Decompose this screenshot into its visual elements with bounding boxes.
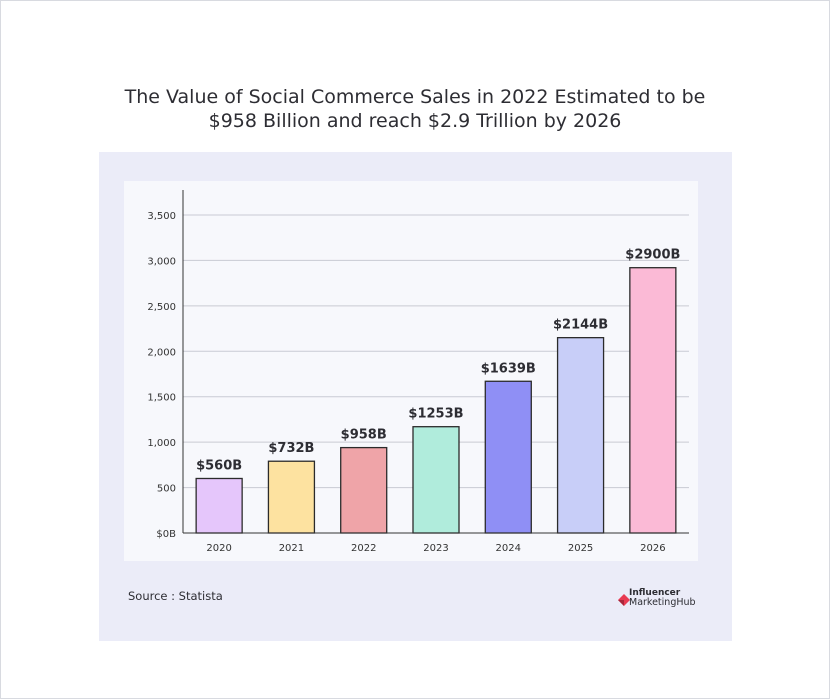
logo-text-line-2: MarketingHub <box>629 597 696 608</box>
bar <box>629 267 677 534</box>
bar <box>412 426 460 534</box>
data-label: $1253B <box>408 407 463 422</box>
y-tick-label: 1,500 <box>147 393 176 404</box>
x-tick-label: 2022 <box>351 543 376 554</box>
data-labels: $560B $732B $958B $1253B $1639B $2144B $2900B <box>196 248 680 474</box>
y-tick-label: 500 <box>157 484 176 495</box>
data-label: $2144B <box>553 318 608 333</box>
data-label: $2900B <box>625 248 680 263</box>
data-label: $1639B <box>481 361 536 376</box>
x-tick-label: 2020 <box>206 543 231 554</box>
chart-title-line-2: $958 Billion and reach $2.9 Trillion by … <box>208 110 622 132</box>
data-label: $732B <box>268 441 314 456</box>
data-label: $560B <box>196 458 242 473</box>
bar <box>195 477 243 534</box>
gridlines <box>183 214 689 489</box>
y-axis-ticks: $0B 500 1,000 1,500 2,000 2,500 3,000 3,500 <box>147 211 176 540</box>
bar <box>556 337 605 534</box>
x-tick-label: 2025 <box>568 543 593 554</box>
logo-text-line-1: Influencer <box>629 588 681 598</box>
bars <box>195 267 677 534</box>
bar <box>340 446 388 534</box>
bar <box>484 380 532 534</box>
data-label: $958B <box>341 428 387 443</box>
chart-title-line-1: The Value of Social Commerce Sales in 20… <box>124 86 706 108</box>
x-axis-ticks: 2020 2021 2022 2023 2024 2025 2026 <box>206 543 665 554</box>
source-note: Source : Statista <box>128 589 223 603</box>
x-tick-label: 2023 <box>423 543 448 554</box>
chart-title: The Value of Social Commerce Sales in 20… <box>1 85 829 133</box>
logo-heart-icon <box>618 594 630 606</box>
influencer-marketing-hub-logo: Influencer MarketingHub <box>617 588 727 612</box>
y-tick-label: 3,500 <box>147 211 176 222</box>
x-tick-label: 2026 <box>640 543 665 554</box>
y-tick-label: 1,000 <box>147 438 176 449</box>
bar <box>267 460 316 534</box>
x-tick-label: 2024 <box>496 543 521 554</box>
y-tick-label: 2,000 <box>147 347 176 358</box>
y-tick-label: 3,000 <box>147 256 176 267</box>
x-tick-label: 2021 <box>279 543 304 554</box>
y-tick-label: $0B <box>156 529 176 540</box>
y-tick-label: 2,500 <box>147 302 176 313</box>
